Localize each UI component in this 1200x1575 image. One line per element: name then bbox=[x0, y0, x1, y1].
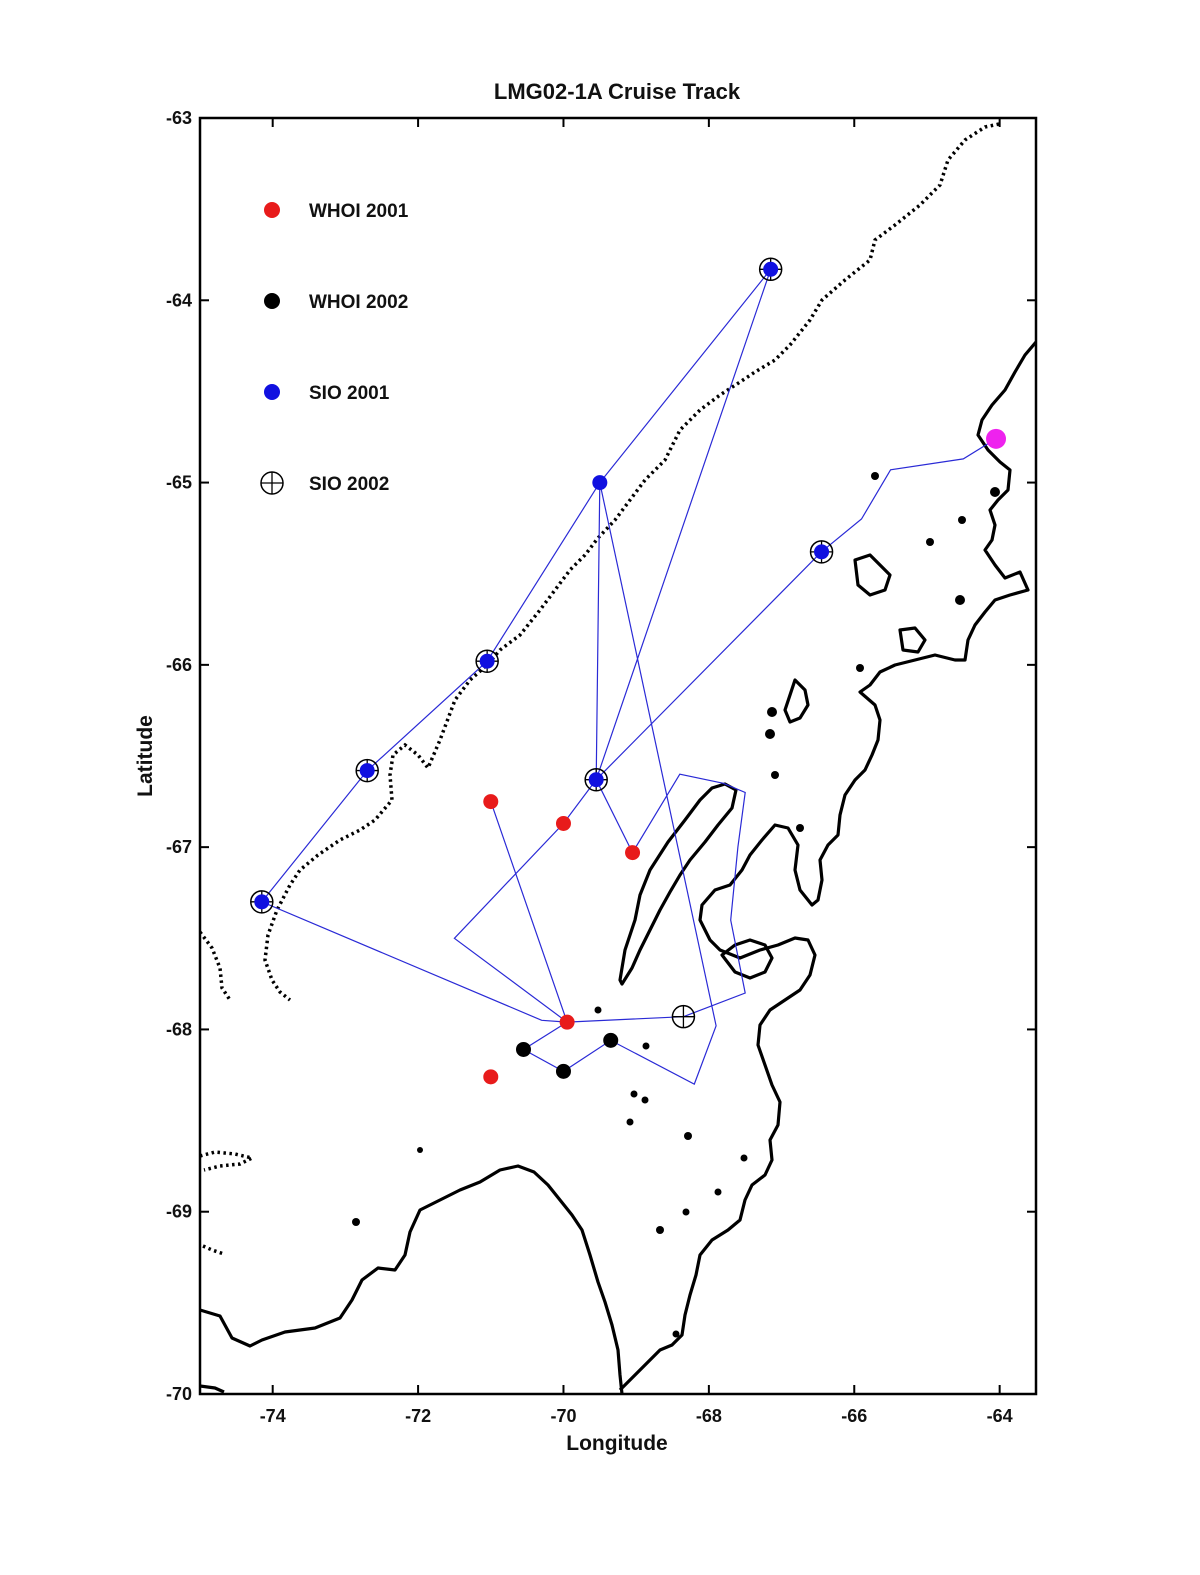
whoi-2002-station bbox=[515, 1041, 531, 1057]
island-dot bbox=[796, 824, 804, 832]
sio-2001-station bbox=[359, 763, 375, 779]
sio-2001-station bbox=[254, 894, 270, 910]
peninsula-coastline bbox=[618, 340, 1036, 1392]
y-tick-label: -67 bbox=[166, 837, 192, 857]
island-dot bbox=[682, 1208, 690, 1216]
x-tick-label: -70 bbox=[550, 1406, 576, 1426]
y-tick-label: -68 bbox=[166, 1019, 192, 1039]
island-dot bbox=[767, 707, 777, 717]
island-outline bbox=[853, 553, 892, 597]
whoi-2001-station bbox=[555, 815, 571, 831]
island-outline bbox=[783, 678, 810, 724]
southwest-coast-fragment bbox=[200, 1384, 225, 1394]
island-dot bbox=[990, 487, 1000, 497]
shelf-contour-small bbox=[202, 1244, 225, 1256]
plot-frame bbox=[198, 116, 1038, 1396]
island-dot bbox=[765, 729, 775, 739]
x-tick-label: -72 bbox=[405, 1406, 431, 1426]
legend-label: WHOI 2002 bbox=[309, 292, 408, 313]
legend: WHOI 2001 WHOI 2002 SIO 2001 SIO 2002 bbox=[260, 201, 409, 495]
whoi-2002-station bbox=[603, 1032, 619, 1048]
island-dot bbox=[630, 1090, 638, 1098]
shelf-contour-inlet bbox=[200, 1150, 258, 1172]
island-dot bbox=[714, 1188, 722, 1196]
sio-2001-station bbox=[814, 544, 830, 560]
sio-2001-station bbox=[592, 475, 608, 491]
y-tick-label: -65 bbox=[166, 473, 192, 493]
y-tick-label: -63 bbox=[166, 108, 192, 128]
legend-label: SIO 2001 bbox=[309, 383, 390, 404]
y-axis-label: Latitude bbox=[134, 715, 157, 797]
southern-coastline bbox=[200, 1164, 624, 1394]
sio-2001-station bbox=[479, 653, 495, 669]
whoi-2002-station bbox=[555, 1063, 571, 1079]
x-tick-label: -68 bbox=[696, 1406, 722, 1426]
highlight-station bbox=[986, 428, 1007, 449]
chart-title: LMG02-1A Cruise Track bbox=[494, 79, 741, 104]
island-dot bbox=[641, 1096, 649, 1104]
shelf-break-contour-west bbox=[200, 930, 232, 1001]
island-dot bbox=[417, 1147, 423, 1153]
island-dot bbox=[642, 1042, 650, 1050]
y-tick-label: -66 bbox=[166, 655, 192, 675]
legend-label: WHOI 2001 bbox=[309, 201, 409, 222]
legend-label: SIO 2002 bbox=[309, 474, 389, 495]
island-dot bbox=[684, 1132, 692, 1140]
island-dot bbox=[740, 1154, 748, 1162]
island-dot bbox=[594, 1006, 602, 1014]
x-tick-label: -64 bbox=[987, 1406, 1013, 1426]
legend-marker bbox=[264, 202, 280, 218]
island-dot bbox=[656, 1226, 664, 1234]
axis-ticks: -74 -72 -70 -68 -66 -64 -63 -64 -65 -66 -67 -68 -69 -… bbox=[166, 108, 1036, 1426]
x-tick-label: -74 bbox=[260, 1406, 286, 1426]
island-dot bbox=[856, 664, 864, 672]
station-layer bbox=[250, 257, 1007, 1085]
adelaide-island-coast bbox=[618, 782, 738, 986]
sio-2001-station bbox=[763, 261, 779, 277]
shelf-break-contour bbox=[263, 122, 1000, 1002]
whoi-2001-station bbox=[483, 794, 499, 810]
map-layer bbox=[200, 122, 1036, 1394]
island-dot bbox=[955, 595, 965, 605]
x-axis-label: Longitude bbox=[566, 1432, 667, 1455]
cruise-track-line bbox=[260, 268, 997, 1085]
island-dot bbox=[626, 1118, 634, 1126]
island-dot bbox=[352, 1218, 360, 1226]
cruise-track-layer bbox=[260, 268, 997, 1085]
whoi-2001-station bbox=[483, 1069, 499, 1085]
x-tick-label: -66 bbox=[841, 1406, 867, 1426]
whoi-2001-station bbox=[625, 845, 641, 861]
whoi-2001-station bbox=[559, 1014, 575, 1030]
island-outline bbox=[898, 626, 927, 654]
y-tick-label: -69 bbox=[166, 1202, 192, 1222]
island-dot bbox=[771, 771, 779, 779]
legend-marker bbox=[264, 384, 280, 400]
island-dot bbox=[672, 1330, 680, 1338]
island-dot bbox=[871, 472, 879, 480]
sio-2001-station bbox=[588, 772, 604, 788]
island-outline bbox=[720, 938, 774, 980]
y-tick-label: -64 bbox=[166, 290, 192, 310]
y-tick-label: -70 bbox=[166, 1384, 192, 1404]
island-dot bbox=[958, 516, 966, 524]
legend-marker bbox=[264, 293, 280, 309]
island-dot bbox=[926, 538, 934, 546]
